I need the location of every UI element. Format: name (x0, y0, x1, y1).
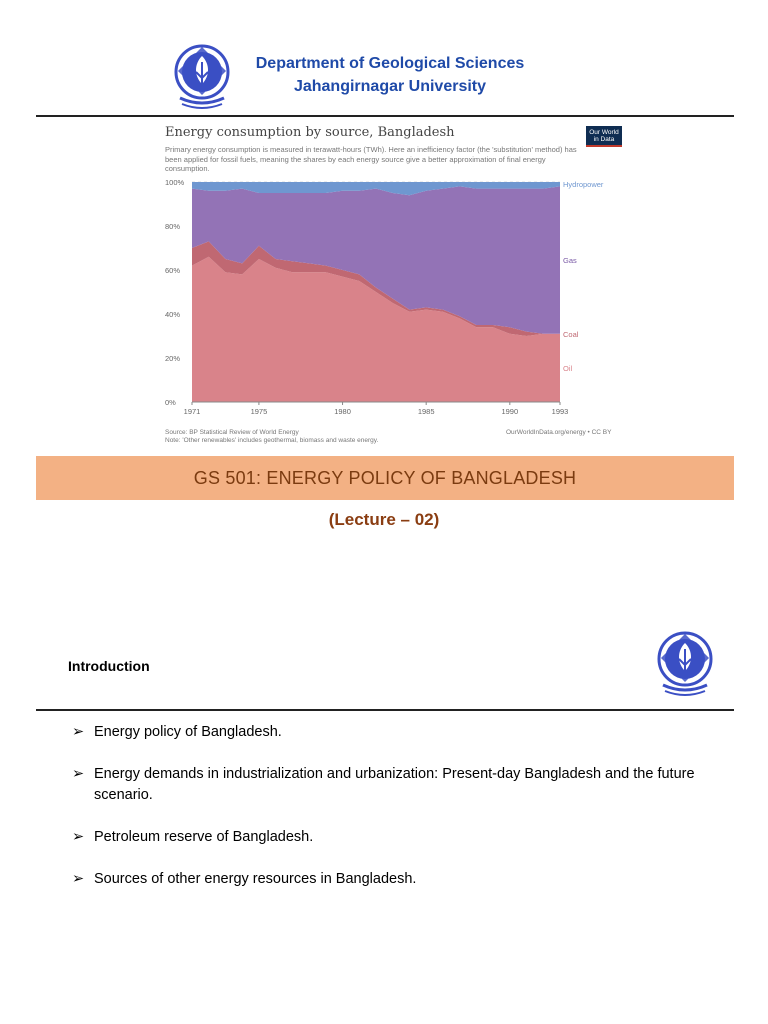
university-seal-icon-small (655, 628, 715, 704)
arrow-bullet-icon: ➢ (72, 829, 85, 845)
owid-badge: Our World in Data (586, 126, 622, 147)
course-title: GS 501: ENERGY POLICY OF BANGLADESH (193, 467, 577, 488)
series-label: Gas (563, 256, 577, 265)
chart-title: Energy consumption by source, Bangladesh (165, 125, 455, 140)
chart-subtitle: Primary energy consumption is measured i… (165, 145, 577, 173)
department-heading: Department of Geological Sciences Jahang… (170, 52, 610, 98)
intro-heading: Introduction (68, 658, 150, 674)
intro-divider (36, 709, 734, 711)
series-label: Hydropower (563, 180, 604, 189)
list-item: ➢ Sources of other energy resources in Ba… (72, 869, 712, 890)
y-tick-label: 40% (165, 310, 180, 319)
chart-credit: OurWorldInData.org/energy • CC BY (506, 429, 612, 436)
x-tick-label: 1971 (184, 407, 201, 416)
arrow-bullet-icon: ➢ (72, 871, 85, 887)
chart-source: Source: BP Statistical Review of World E… (165, 429, 299, 436)
header-divider (36, 115, 734, 117)
intro-list: ➢ Energy policy of Bangladesh. ➢ Energy de… (72, 722, 712, 911)
y-tick-label: 20% (165, 354, 180, 363)
series-label: Oil (563, 364, 573, 373)
y-tick-label: 80% (165, 222, 180, 231)
y-tick-label: 100% (165, 178, 185, 187)
list-item-text: Sources of other energy resources in Ban… (94, 871, 417, 887)
x-tick-label: 1975 (251, 407, 268, 416)
area-coal (192, 241, 560, 336)
list-item: ➢ Petroleum reserve of Bangladesh. (72, 827, 712, 848)
energy-area-chart: 0% 20% 40% 60% 80% 100% Oil Coal Gas Hydropower 19… (165, 178, 604, 416)
x-tick-label: 1985 (418, 407, 435, 416)
list-item-text: Energy demands in industrialization and … (94, 766, 695, 803)
y-tick-label: 0% (165, 398, 176, 407)
chart-footnote: Source: BP Statistical Review of World E… (165, 429, 378, 445)
department-name: Department of Geological Sciences (255, 55, 525, 72)
chart-note: Note: 'Other renewables' includes geothe… (165, 437, 379, 444)
university-seal-icon (172, 42, 232, 116)
area-oil (192, 256, 560, 402)
area-gas (192, 186, 560, 334)
y-tick-label: 60% (165, 266, 180, 275)
list-item: ➢ Energy demands in industrialization and… (72, 764, 712, 806)
lecture-number: (Lecture – 02) (328, 510, 440, 529)
x-tick-label: 1993 (552, 407, 569, 416)
list-item: ➢ Energy policy of Bangladesh. (72, 722, 712, 743)
x-tick-label: 1990 (501, 407, 518, 416)
list-item-text: Energy policy of Bangladesh. (94, 724, 282, 740)
x-tick-label: 1980 (334, 407, 351, 416)
arrow-bullet-icon: ➢ (72, 766, 85, 782)
university-name: Jahangirnagar University (293, 78, 487, 95)
series-label: Coal (563, 330, 579, 339)
list-item-text: Petroleum reserve of Bangladesh. (94, 829, 314, 845)
course-banner: GS 501: ENERGY POLICY OF BANGLADESH (36, 456, 734, 500)
arrow-bullet-icon: ➢ (72, 724, 85, 740)
